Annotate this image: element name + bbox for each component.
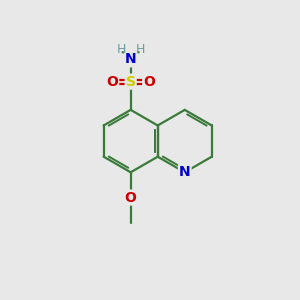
Text: S: S <box>126 75 136 88</box>
Text: N: N <box>179 165 190 179</box>
Text: O: O <box>143 75 155 88</box>
Text: H: H <box>116 43 126 56</box>
Text: N: N <box>125 52 136 66</box>
Text: H: H <box>136 43 145 56</box>
Text: O: O <box>106 75 118 88</box>
Text: O: O <box>125 190 136 205</box>
